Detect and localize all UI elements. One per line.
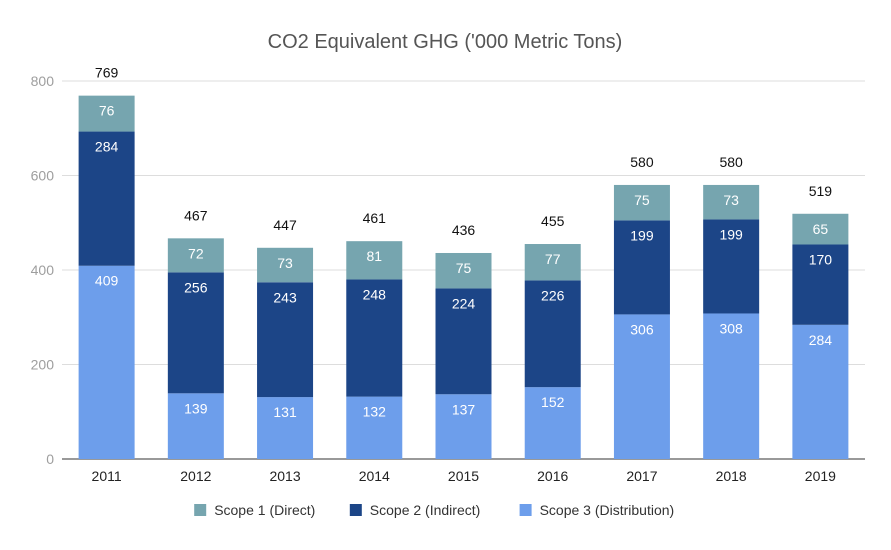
x-tick-label: 2016: [537, 468, 568, 484]
bar-total-label: 519: [809, 183, 833, 199]
bar-segment: [167, 238, 224, 273]
y-axis-ticks: 0 200 400 600 800: [31, 73, 55, 467]
y-tick-label: 400: [31, 262, 55, 278]
bar-value-label: 199: [719, 226, 743, 242]
bar-value-label: 409: [95, 273, 119, 289]
bar-segment: [346, 396, 403, 459]
legend-swatch: [519, 504, 532, 516]
bar-value-label: 256: [184, 279, 208, 295]
bar-segment: [613, 184, 670, 221]
bar-segment: [435, 394, 492, 459]
bar-segment: [78, 95, 135, 132]
bar-segment: [78, 265, 135, 459]
y-tick-label: 200: [31, 357, 55, 373]
bar-value-label: 152: [541, 394, 565, 410]
bar-segment: [792, 213, 849, 245]
bar-segment: [435, 288, 492, 395]
bar-value-label: 284: [809, 332, 833, 348]
legend-label: Scope 1 (Direct): [214, 502, 315, 518]
bar-total-label: 580: [719, 154, 743, 170]
y-tick-label: 800: [31, 73, 55, 89]
x-tick-label: 2013: [269, 468, 300, 484]
x-tick-label: 2018: [716, 468, 747, 484]
bar-segment: [613, 220, 670, 315]
bar-value-label: 75: [634, 192, 650, 208]
bar-segment: [613, 314, 670, 459]
bar-value-label: 226: [541, 287, 565, 303]
bar-segment: [703, 184, 760, 220]
bar-value-label: 137: [452, 401, 476, 417]
x-axis-ticks: 2011 2012 2013 2014 2015 2016 2017 2018 2019: [92, 468, 837, 484]
bar-segment: [257, 282, 314, 398]
bar-total-label: 769: [95, 65, 119, 81]
bar-segment: [703, 219, 760, 314]
bar-segment: [703, 313, 760, 459]
bar-value-label: 224: [452, 295, 476, 311]
bar-segment: [346, 279, 403, 397]
bar-segment: [435, 252, 492, 289]
bar-segment: [524, 387, 581, 459]
bar-total-label: 455: [541, 213, 565, 229]
x-tick-label: 2017: [626, 468, 657, 484]
y-tick-label: 0: [46, 451, 54, 467]
bar-value-label: 248: [363, 286, 387, 302]
bar-segment: [792, 324, 849, 459]
bar-segment: [792, 244, 849, 325]
legend-label: Scope 2 (Indirect): [370, 502, 481, 518]
bar-value-label: 139: [184, 400, 208, 416]
x-tick-label: 2015: [448, 468, 479, 484]
bar-value-label: 77: [545, 251, 561, 267]
bar-value-label: 199: [630, 227, 654, 243]
bar-segment: [257, 247, 314, 283]
bar-total-label: 436: [452, 222, 476, 238]
y-tick-label: 600: [31, 168, 55, 184]
x-tick-label: 2014: [359, 468, 390, 484]
bar-total-label: 447: [273, 217, 297, 233]
x-tick-label: 2011: [92, 468, 122, 484]
bar-total-label: 467: [184, 207, 208, 223]
bar-value-label: 132: [363, 404, 387, 420]
bar-value-label: 75: [456, 260, 472, 276]
legend-swatch: [349, 504, 362, 516]
bar-value-label: 65: [813, 221, 829, 237]
bar-value-label: 76: [99, 103, 115, 119]
bar-total-label: 580: [630, 154, 654, 170]
bar-segment: [524, 244, 581, 281]
bar-value-label: 81: [366, 248, 382, 264]
bar-value-label: 72: [188, 245, 204, 261]
bar-segment: [78, 131, 135, 266]
bar-segment: [167, 393, 224, 459]
bar-value-label: 73: [277, 255, 293, 271]
bar-value-label: 131: [273, 404, 297, 420]
legend-label: Scope 3 (Distribution): [540, 502, 675, 518]
x-tick-label: 2012: [180, 468, 211, 484]
chart-title: CO2 Equivalent GHG ('000 Metric Tons): [268, 31, 623, 53]
bar-value-label: 306: [630, 321, 654, 337]
bar-total-label: 461: [363, 210, 387, 226]
legend-swatch: [194, 504, 207, 516]
bar-value-label: 308: [719, 320, 743, 336]
bar-value-label: 170: [809, 251, 833, 267]
bar-segment: [346, 241, 403, 280]
bar-segment: [257, 397, 314, 459]
x-tick-label: 2019: [805, 468, 836, 484]
bar-value-label: 73: [723, 192, 739, 208]
bars: 409 284 76 769 139 256 72 467 131 243 73 447 132 248 8…: [78, 65, 849, 459]
legend: Scope 1 (Direct) Scope 2 (Indirect) Scope …: [194, 502, 674, 518]
bar-segment: [524, 280, 581, 388]
bar-value-label: 243: [273, 289, 297, 305]
bar-value-label: 284: [95, 139, 119, 155]
bar-segment: [167, 272, 224, 394]
